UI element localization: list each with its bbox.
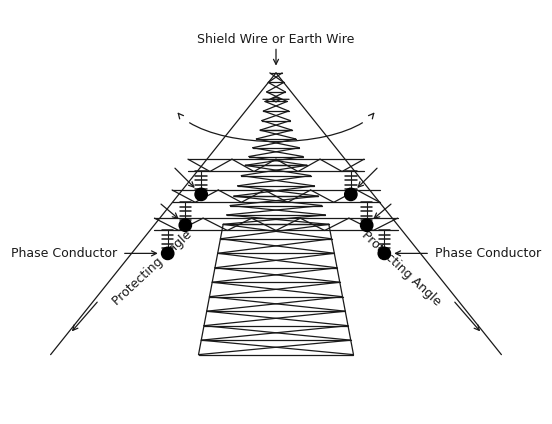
Circle shape (179, 219, 192, 232)
Circle shape (378, 247, 390, 259)
Text: Phase Conductor: Phase Conductor (10, 247, 116, 260)
Text: Shield Wire or Earth Wire: Shield Wire or Earth Wire (197, 33, 355, 46)
Text: Phase Conductor: Phase Conductor (436, 247, 542, 260)
Text: Protecting Angle: Protecting Angle (110, 229, 194, 308)
Circle shape (360, 219, 373, 232)
Circle shape (344, 188, 357, 201)
Circle shape (195, 188, 208, 201)
Text: Protecting Angle: Protecting Angle (359, 229, 443, 308)
Circle shape (162, 247, 174, 259)
